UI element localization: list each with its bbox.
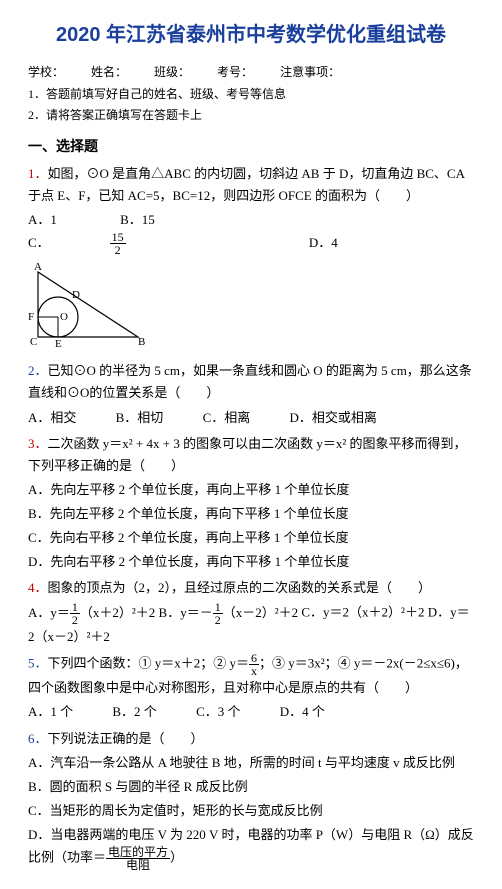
- label-c: C: [30, 336, 37, 347]
- q2-opt-d: D．相交或相离: [289, 407, 376, 429]
- q5-text-pre: 下列四个函数：① y＝x＋2；② y＝: [48, 656, 250, 671]
- q6-opt-a: A．汽车沿一条公路从 A 地驶往 B 地，所需的时间 t 与平均速度 v 成反比…: [28, 752, 474, 774]
- q5-options: A．1 个 B．2 个 C．3 个 D．4 个: [28, 701, 474, 723]
- label-f: F: [28, 311, 34, 323]
- q6-text: 下列说法正确的是（ ）: [48, 731, 204, 746]
- q3-opt-d: D．先向右平移 2 个单位长度，再向下平移 1 个单位长度: [28, 551, 474, 573]
- q3-number: 3．: [28, 436, 48, 451]
- q5-opt-a: A．1 个: [28, 701, 73, 723]
- q5-opt-b: B．2 个: [112, 701, 156, 723]
- q1-text: 如图，⊙O 是直角△ABC 的内切圆，切斜边 AB 于 D，切直角边 BC、CA…: [28, 166, 464, 203]
- question-5: 5．下列四个函数：① y＝x＋2；② y＝6x；③ y＝3x²；④ y＝－2x(…: [28, 652, 474, 699]
- question-6: 6．下列说法正确的是（ ）: [28, 728, 474, 750]
- q1-opt-d: D．4: [309, 232, 338, 254]
- examno-label: 考号：: [217, 62, 253, 82]
- school-label: 学校：: [28, 62, 64, 82]
- page-title: 2020 年江苏省泰州市中考数学优化重组试卷: [28, 18, 474, 52]
- q3-opt-c: C．先向右平移 2 个单位长度，再向上平移 1 个单位长度: [28, 527, 474, 549]
- question-3: 3．二次函数 y＝x² + 4x + 3 的图象可以由二次函数 y＝x² 的图象…: [28, 433, 474, 477]
- q5-opt-d: D．4 个: [280, 701, 325, 723]
- notice-label: 注意事项：: [280, 62, 340, 82]
- q2-options: A．相交 B．相切 C．相离 D．相交或相离: [28, 407, 474, 429]
- instruction-2: 2．请将答案正确填写在答题卡上: [28, 105, 474, 125]
- label-a: A: [34, 262, 42, 273]
- q4-opt-c: C．y＝2（x＋2）²＋2: [298, 605, 424, 620]
- q2-text: 已知⊙O 的半径为 5 cm，如果一条直线和圆心 O 的距离为 5 cm，那么这…: [28, 363, 472, 400]
- label-e: E: [55, 338, 62, 347]
- q5-number: 5．: [28, 656, 48, 671]
- q6-opt-c: C．当矩形的周长为定值时，矩形的长与宽成反比例: [28, 800, 474, 822]
- q1-opt-b: B．15: [120, 209, 155, 231]
- q6-opt-d: D．当电器两端的电压 V 为 220 V 时，电器的功率 P（W）与电阻 R（Ω…: [28, 824, 474, 871]
- q5-opt-c: C．3 个: [196, 701, 240, 723]
- q1-opt-c: C．152: [28, 231, 246, 256]
- name-label: 姓名：: [91, 62, 127, 82]
- class-label: 班级：: [154, 62, 190, 82]
- q6-number: 6．: [28, 731, 48, 746]
- q1-number: 1．: [28, 166, 48, 181]
- q1-opt-a: A．1: [28, 209, 57, 231]
- header-fields: 学校： 姓名： 班级： 考号： 注意事项：: [28, 62, 474, 82]
- q2-opt-a: A．相交: [28, 407, 76, 429]
- q3-text: 二次函数 y＝x² + 4x + 3 的图象可以由二次函数 y＝x² 的图象平移…: [28, 436, 466, 473]
- q4-opt-a: A．y＝12（x＋2）²＋2: [28, 605, 155, 620]
- q1-figure: A C B F E O D: [28, 262, 474, 354]
- question-4: 4．图象的顶点为（2，2），且经过原点的二次函数的关系式是（ ）: [28, 577, 474, 599]
- label-d: D: [72, 289, 80, 301]
- q4-number: 4．: [28, 580, 48, 595]
- q2-opt-b: B．相切: [116, 407, 164, 429]
- instruction-1: 1．答题前填写好自己的姓名、班级、考号等信息: [28, 84, 474, 104]
- q3-opt-a: A．先向左平移 2 个单位长度，再向上平移 1 个单位长度: [28, 479, 474, 501]
- label-o: O: [60, 311, 68, 323]
- q1-options: A．1 B．15 C．152 D．4: [28, 209, 474, 256]
- q4-options: A．y＝12（x＋2）²＋2 B．y＝－12（x－2）²＋2 C．y＝2（x＋2…: [28, 601, 474, 648]
- q3-opt-b: B．先向左平移 2 个单位长度，再向下平移 1 个单位长度: [28, 503, 474, 525]
- question-2: 2．已知⊙O 的半径为 5 cm，如果一条直线和圆心 O 的距离为 5 cm，那…: [28, 360, 474, 404]
- q2-number: 2．: [28, 363, 48, 378]
- q4-text: 图象的顶点为（2，2），且经过原点的二次函数的关系式是（ ）: [48, 580, 432, 595]
- section-heading: 一、选择题: [28, 135, 474, 159]
- question-1: 1．如图，⊙O 是直角△ABC 的内切圆，切斜边 AB 于 D，切直角边 BC、…: [28, 163, 474, 207]
- label-b: B: [138, 336, 145, 347]
- q4-opt-b: B．y＝－12（x－2）²＋2: [155, 605, 298, 620]
- q6-opt-b: B．圆的面积 S 与圆的半径 R 成反比例: [28, 776, 474, 798]
- q2-opt-c: C．相离: [203, 407, 251, 429]
- triangle-incircle-diagram: A C B F E O D: [28, 262, 148, 347]
